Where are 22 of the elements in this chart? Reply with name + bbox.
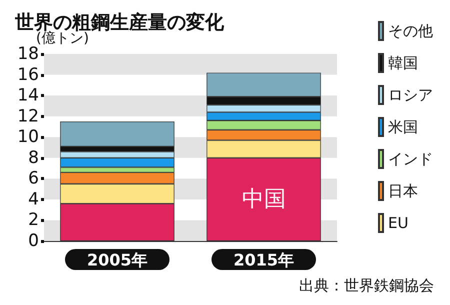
legend-label: 日本 bbox=[388, 182, 418, 200]
y-tick-label: 0 bbox=[28, 231, 39, 251]
y-tick-label: 16 bbox=[17, 64, 39, 85]
y-tick-label: 10 bbox=[17, 127, 39, 148]
y-tick-label: 2 bbox=[28, 210, 39, 230]
legend-label: 韓国 bbox=[388, 54, 418, 72]
y-tick-label: 8 bbox=[28, 148, 39, 168]
y-tick-label: 4 bbox=[28, 189, 39, 210]
x-tick-label: 2015年 bbox=[233, 250, 294, 270]
y-tick-label: 14 bbox=[17, 86, 39, 106]
legend-label: その他 bbox=[388, 22, 433, 40]
y-tick-label: 6 bbox=[28, 168, 39, 189]
legend-label: 米国 bbox=[388, 118, 418, 136]
legend-label: ロシア bbox=[388, 86, 433, 104]
y-tick-label: 18 bbox=[17, 44, 39, 64]
legend-label: インド bbox=[388, 150, 433, 168]
source-note: 出典：世界鉄鋼協会 bbox=[299, 276, 434, 294]
y-tick-label: 12 bbox=[17, 106, 39, 126]
legend-label: EU bbox=[388, 214, 408, 232]
x-tick-label: 2005年 bbox=[86, 250, 148, 270]
y-axis-title: (億トン) bbox=[36, 30, 89, 47]
series-label: 中国 bbox=[242, 186, 286, 212]
